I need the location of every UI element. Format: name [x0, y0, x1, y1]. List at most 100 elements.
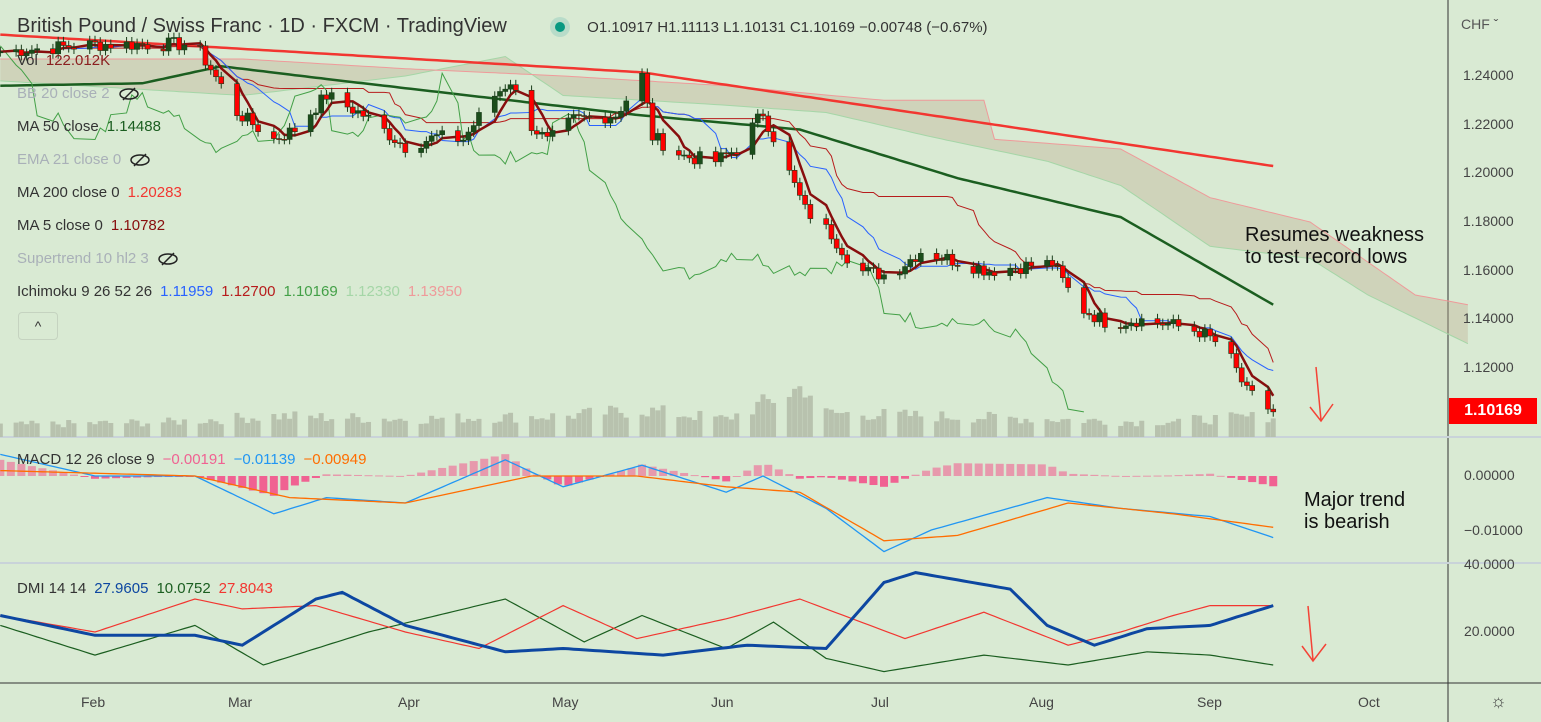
- vol-value: 122.012K: [45, 52, 111, 69]
- macd-histogram-bar: [101, 476, 110, 479]
- candle-up: [681, 154, 687, 157]
- time-tick-label: Oct: [1358, 694, 1380, 710]
- macd-histogram-bar: [375, 475, 384, 477]
- macd-histogram-bar: [964, 463, 973, 476]
- candle-up: [896, 273, 903, 276]
- volume-bar: [881, 408, 887, 437]
- candle-up: [865, 267, 872, 272]
- ma50-label: MA 50 close: [17, 118, 99, 135]
- macd-histogram-bar: [806, 476, 815, 479]
- macd-histogram-bar: [627, 468, 636, 476]
- collapse-legend-button[interactable]: ^: [18, 312, 58, 340]
- volume-bar: [460, 422, 466, 437]
- symbol-title[interactable]: British Pound / Swiss Franc · 1D · FXCM …: [17, 15, 507, 37]
- legend-ma50[interactable]: MA 50 close 1.14488: [17, 118, 169, 135]
- status-dot-icon: [555, 22, 565, 32]
- volume-bar: [1102, 424, 1108, 437]
- macd-histogram-bar: [785, 474, 794, 476]
- volume-bar: [870, 419, 876, 437]
- candle-down: [765, 115, 772, 132]
- legend-dmi[interactable]: DMI 14 14 27.9605 10.0752 27.8043: [17, 580, 281, 597]
- volume-bar: [581, 409, 587, 437]
- volume-bar: [1160, 425, 1166, 437]
- volume-bar: [949, 419, 955, 437]
- ichimoku-cloud: [0, 56, 1468, 344]
- volume-bar: [513, 422, 519, 437]
- volume-bar: [750, 414, 755, 437]
- macd-tick-label: 0.00000: [1464, 467, 1515, 483]
- candle-down: [1054, 265, 1061, 268]
- ema21-label: EMA 21 close 0: [17, 151, 122, 168]
- candle-up: [244, 112, 251, 122]
- candle-down: [802, 195, 808, 205]
- volume-bar: [1007, 416, 1013, 437]
- volume-bar: [476, 418, 482, 437]
- macd-histogram-bar: [480, 458, 489, 476]
- macd-histogram-bar: [6, 461, 15, 476]
- ichimoku-label: Ichimoku 9 26 52 26: [17, 283, 153, 300]
- eye-hidden-icon[interactable]: [118, 86, 140, 102]
- legend-ema21[interactable]: EMA 21 close 0: [17, 151, 151, 168]
- ma200-line: [0, 33, 1274, 168]
- macd-tick-label: −0.01000: [1464, 522, 1523, 538]
- legend-ichimoku[interactable]: Ichimoku 9 26 52 26 1.11959 1.12700 1.10169…: [17, 283, 470, 300]
- candle-down: [939, 259, 945, 261]
- legend-ma200[interactable]: MA 200 close 0 1.20283: [17, 184, 190, 201]
- legend-vol[interactable]: Vol 122.012K: [17, 52, 118, 69]
- time-tick-label: Aug: [1029, 694, 1054, 710]
- candle-down: [234, 83, 240, 116]
- candle-down: [107, 44, 114, 49]
- macd-histogram-bar: [1079, 474, 1088, 476]
- volume-bar: [1249, 412, 1255, 437]
- volume-bar: [134, 420, 140, 437]
- legend-macd[interactable]: MACD 12 26 close 9 −0.00191 −0.01139 −0.009…: [17, 451, 374, 468]
- settings-gear-icon[interactable]: ☼: [1490, 691, 1507, 711]
- macd-histogram-bar: [59, 472, 68, 476]
- candle-up: [1202, 328, 1208, 338]
- macd-histogram-bar: [711, 476, 720, 480]
- candle-down: [455, 130, 461, 142]
- candle-down: [760, 113, 766, 117]
- volume-bar: [160, 422, 166, 437]
- volume-bar: [902, 409, 908, 437]
- macd-histogram-bar: [280, 476, 289, 491]
- eye-hidden-icon[interactable]: [129, 152, 151, 168]
- macd-histogram-bar: [112, 476, 121, 479]
- candle-up: [465, 131, 472, 141]
- currency-selector[interactable]: CHF ˇ: [1461, 16, 1499, 32]
- volume-bar: [955, 419, 961, 437]
- volume-bar: [686, 417, 692, 437]
- candle-down: [292, 127, 298, 132]
- volume-bar: [1170, 421, 1176, 437]
- volume-bar: [991, 413, 997, 437]
- macd-histogram-bar: [880, 476, 888, 487]
- macd-histogram-bar: [17, 464, 26, 476]
- candle-up: [470, 125, 477, 133]
- eye-hidden-icon[interactable]: [157, 251, 179, 267]
- legend-bb[interactable]: BB 20 close 2: [17, 85, 140, 102]
- volume-bar: [981, 419, 987, 437]
- volume-bar: [623, 417, 629, 437]
- candle-up: [23, 53, 30, 56]
- macd-histogram-bar: [869, 476, 878, 486]
- macd-histogram-bar: [1069, 473, 1078, 476]
- volume-bar: [1197, 415, 1203, 437]
- close-value: C1.10169: [789, 19, 855, 36]
- price-tick-label: 1.16000: [1463, 261, 1514, 278]
- legend-supertrend[interactable]: Supertrend 10 hl2 3: [17, 250, 179, 267]
- volume-bar: [807, 395, 813, 437]
- candle-down: [991, 271, 998, 276]
- volume-bar: [970, 422, 976, 437]
- candle-down: [844, 254, 850, 264]
- candle-up: [754, 113, 761, 124]
- candle-down: [1175, 319, 1182, 327]
- volume-bar: [139, 426, 145, 437]
- candle-down: [949, 253, 956, 266]
- candle-down: [129, 41, 135, 50]
- macd-histogram-bar: [238, 476, 247, 488]
- candle-up: [718, 152, 724, 163]
- candle-down: [528, 89, 535, 131]
- volume-bar: [1155, 425, 1161, 437]
- legend-ma5[interactable]: MA 5 close 0 1.10782: [17, 217, 173, 234]
